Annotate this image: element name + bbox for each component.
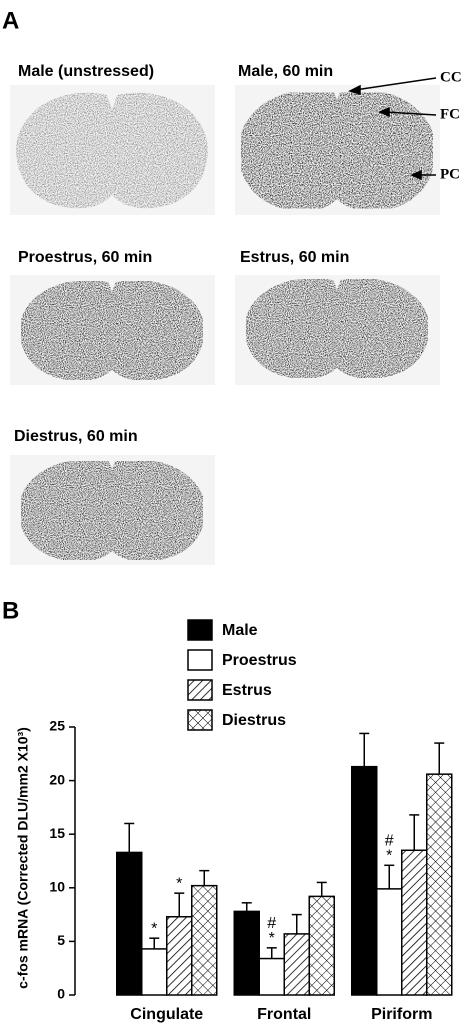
bar	[258, 957, 285, 996]
brain-image	[235, 275, 440, 385]
legend-swatch	[187, 649, 213, 671]
bar	[141, 948, 168, 996]
bar	[351, 765, 378, 996]
bar	[116, 851, 143, 996]
bar	[233, 910, 260, 996]
significance-mark: *	[151, 920, 157, 937]
x-tick-label: Cingulate	[130, 1006, 203, 1023]
significance-mark: *	[386, 848, 392, 865]
significance-mark: *	[269, 930, 275, 947]
brain-image	[10, 455, 215, 565]
image-label: Male, 60 min	[238, 63, 333, 80]
significance-mark: *	[176, 875, 182, 892]
legend-label: Diestrus	[222, 712, 286, 729]
y-tick-label: 25	[49, 718, 65, 734]
legend-label: Estrus	[222, 682, 272, 699]
bar	[308, 895, 335, 996]
panel-label: B	[2, 597, 19, 624]
y-tick-label: 0	[57, 986, 65, 1002]
brain-image	[10, 275, 215, 385]
bar	[191, 884, 218, 996]
bar	[166, 915, 193, 996]
significance-mark: #	[385, 833, 394, 850]
bar	[401, 849, 428, 996]
y-tick-label: 20	[49, 771, 65, 787]
region-label: CC	[440, 69, 462, 85]
legend-label: Proestrus	[222, 652, 297, 669]
arrows	[347, 77, 437, 181]
legend-swatch	[187, 619, 213, 641]
region-label: FC	[440, 106, 460, 122]
image-label: Male (unstressed)	[18, 63, 154, 80]
region-label: PC	[440, 166, 460, 182]
y-axis-label: c-fos mRNA (Corrected DLU/mm2 X10³)	[15, 727, 31, 989]
legend-label: Male	[222, 622, 258, 639]
y-tick-label: 15	[49, 825, 65, 841]
legend-swatch	[187, 679, 213, 701]
bar	[376, 888, 403, 996]
y-tick-label: 10	[49, 879, 65, 895]
brain-image	[235, 85, 440, 215]
panel-label: A	[2, 7, 19, 34]
x-tick-label: Frontal	[257, 1006, 311, 1023]
y-tick-label: 5	[57, 932, 65, 948]
significance-mark: #	[267, 915, 276, 932]
image-label: Estrus, 60 min	[240, 249, 349, 266]
bar	[426, 773, 453, 996]
bar	[283, 933, 310, 996]
image-label: Diestrus, 60 min	[14, 428, 138, 445]
x-tick-label: Piriform	[371, 1006, 432, 1023]
brain-image	[10, 85, 215, 215]
image-label: Proestrus, 60 min	[18, 249, 152, 266]
legend-swatch	[187, 709, 213, 731]
